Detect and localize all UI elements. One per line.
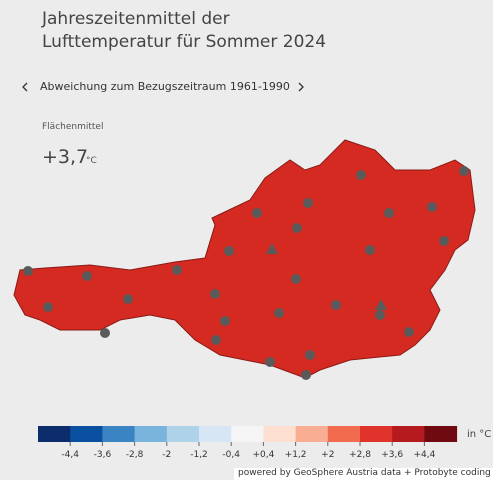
legend-label: -1,2 [190, 450, 208, 460]
legend: -4,4 -3,6 -2,8 -2 -1,2 -0,4 +0,4 +1,2 +2 +2,8 +3,6… [38, 426, 458, 460]
legend-swatch [38, 426, 71, 442]
legend-swatch [263, 426, 297, 442]
legend-label: +2,8 [349, 450, 371, 460]
legend-label: +4,4 [413, 450, 435, 460]
legend-unit: in °C [467, 429, 492, 440]
legend-label: +3,6 [381, 450, 403, 460]
title: Jahreszeitenmittel der Lufttemperatur fü… [42, 8, 326, 54]
legend-label: -3,6 [94, 450, 112, 460]
period-label: Abweichung zum Bezugszeitraum 1961-1990 [40, 80, 290, 93]
legend-swatch [134, 426, 168, 442]
summary-value: +3,7 [42, 146, 89, 168]
summary-unit: °C [86, 156, 97, 166]
credit: powered by GeoSphere Austria data + Prot… [234, 468, 493, 480]
legend-label: +1,2 [285, 450, 307, 460]
legend-swatch [327, 426, 361, 442]
legend-swatch [166, 426, 200, 442]
stations [23, 166, 469, 380]
legend-swatch [199, 426, 232, 442]
legend-swatch [231, 426, 264, 442]
legend-swatch [70, 426, 103, 442]
austria-region [13, 139, 476, 379]
legend-swatch [102, 426, 136, 442]
next-arrow[interactable] [298, 82, 304, 92]
prev-arrow[interactable] [22, 82, 28, 92]
legend-swatch [392, 426, 425, 442]
legend-label: +2 [321, 450, 334, 460]
legend-label: -0,4 [222, 450, 240, 460]
legend-label: -2 [162, 450, 171, 460]
legend-label: +0,4 [252, 450, 274, 460]
legend-label: -2,8 [126, 450, 144, 460]
title-line: Lufttemperatur für Sommer 2024 [42, 32, 327, 52]
legend-label: -4,4 [61, 450, 79, 460]
title-line: Jahreszeitenmittel der [42, 9, 230, 29]
legend-swatch [295, 426, 329, 442]
summary-label: Flächenmittel [42, 122, 104, 132]
legend-swatch [360, 426, 393, 442]
legend-swatch [424, 426, 458, 442]
